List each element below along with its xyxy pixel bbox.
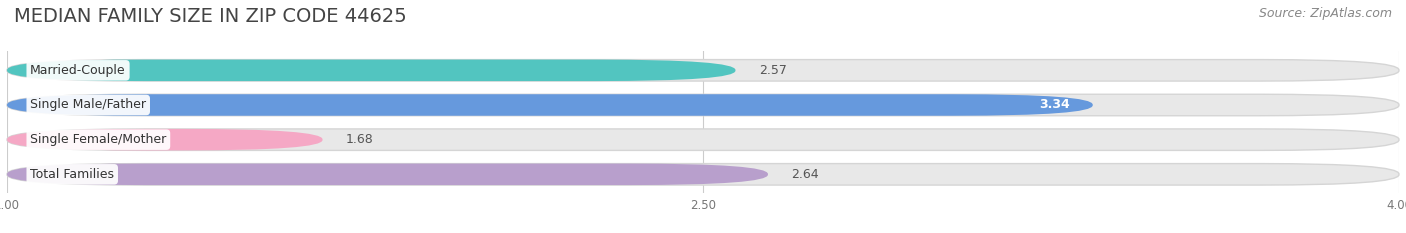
FancyBboxPatch shape <box>7 129 1399 151</box>
Text: Single Female/Mother: Single Female/Mother <box>30 133 166 146</box>
Text: 3.34: 3.34 <box>1039 99 1070 112</box>
Text: 2.64: 2.64 <box>792 168 818 181</box>
FancyBboxPatch shape <box>7 60 735 81</box>
Text: Married-Couple: Married-Couple <box>30 64 127 77</box>
Text: 1.68: 1.68 <box>346 133 374 146</box>
FancyBboxPatch shape <box>7 129 322 151</box>
FancyBboxPatch shape <box>7 60 1399 81</box>
Text: MEDIAN FAMILY SIZE IN ZIP CODE 44625: MEDIAN FAMILY SIZE IN ZIP CODE 44625 <box>14 7 406 26</box>
Text: 2.57: 2.57 <box>759 64 786 77</box>
FancyBboxPatch shape <box>7 164 768 185</box>
FancyBboxPatch shape <box>7 94 1092 116</box>
Text: Source: ZipAtlas.com: Source: ZipAtlas.com <box>1258 7 1392 20</box>
FancyBboxPatch shape <box>7 164 1399 185</box>
Text: Total Families: Total Families <box>30 168 114 181</box>
FancyBboxPatch shape <box>7 94 1399 116</box>
Text: Single Male/Father: Single Male/Father <box>30 99 146 112</box>
